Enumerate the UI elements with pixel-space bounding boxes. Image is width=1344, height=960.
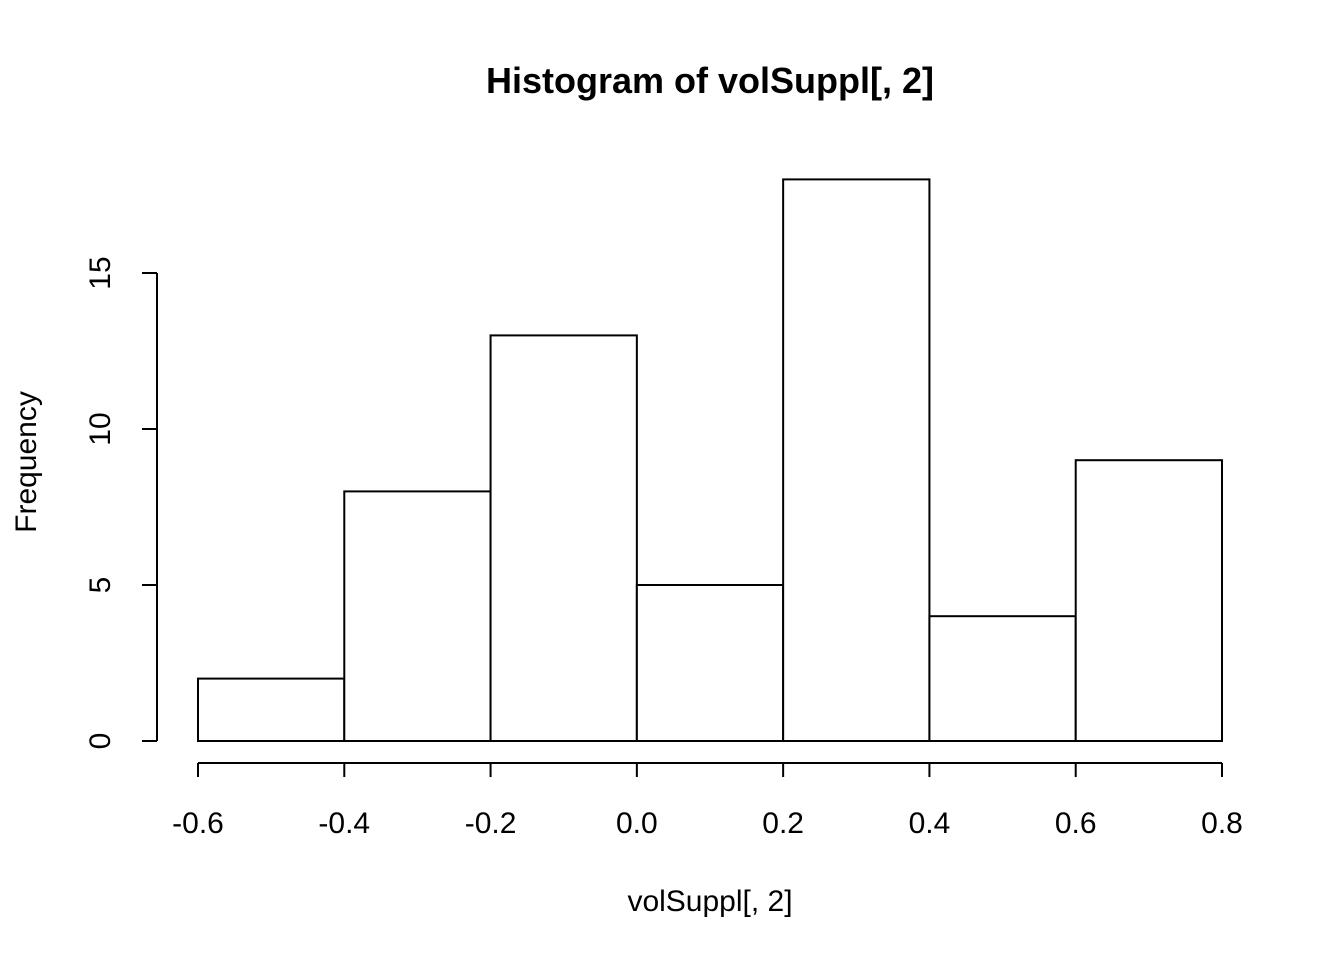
histogram-bar-3 bbox=[635, 584, 785, 742]
y-axis: 0 5 10 15 bbox=[84, 256, 158, 750]
x-tick-label: -0.6 bbox=[172, 807, 224, 840]
x-tick-label: 0.2 bbox=[762, 807, 804, 840]
x-tick-label: 0.6 bbox=[1055, 807, 1097, 840]
histogram-bars bbox=[197, 178, 1223, 743]
histogram-bar-4 bbox=[782, 178, 931, 742]
x-axis: -0.6 -0.4 -0.2 0.0 0.2 0.4 0.6 0.8 bbox=[172, 762, 1243, 840]
histogram-bar-5 bbox=[928, 615, 1077, 743]
x-axis-label: volSuppl[, 2] bbox=[627, 885, 792, 918]
x-tick-label: 0.8 bbox=[1201, 807, 1243, 840]
y-tick-label: 15 bbox=[84, 256, 117, 289]
y-tick-label: 0 bbox=[84, 733, 117, 750]
y-axis-label: Frequency bbox=[10, 391, 43, 533]
histogram-bar-0 bbox=[197, 677, 346, 742]
y-tick-label: 5 bbox=[84, 577, 117, 594]
x-tick-label: -0.4 bbox=[318, 807, 370, 840]
histogram-bar-2 bbox=[489, 334, 638, 742]
chart-title: Histogram of volSuppl[, 2] bbox=[486, 60, 934, 101]
y-tick-label: 10 bbox=[84, 412, 117, 445]
x-tick-label: 0.4 bbox=[909, 807, 951, 840]
x-tick-label: -0.2 bbox=[465, 807, 517, 840]
histogram-bar-1 bbox=[343, 490, 492, 742]
x-tick-label: 0.0 bbox=[616, 807, 658, 840]
histogram-bar-6 bbox=[1074, 459, 1223, 742]
